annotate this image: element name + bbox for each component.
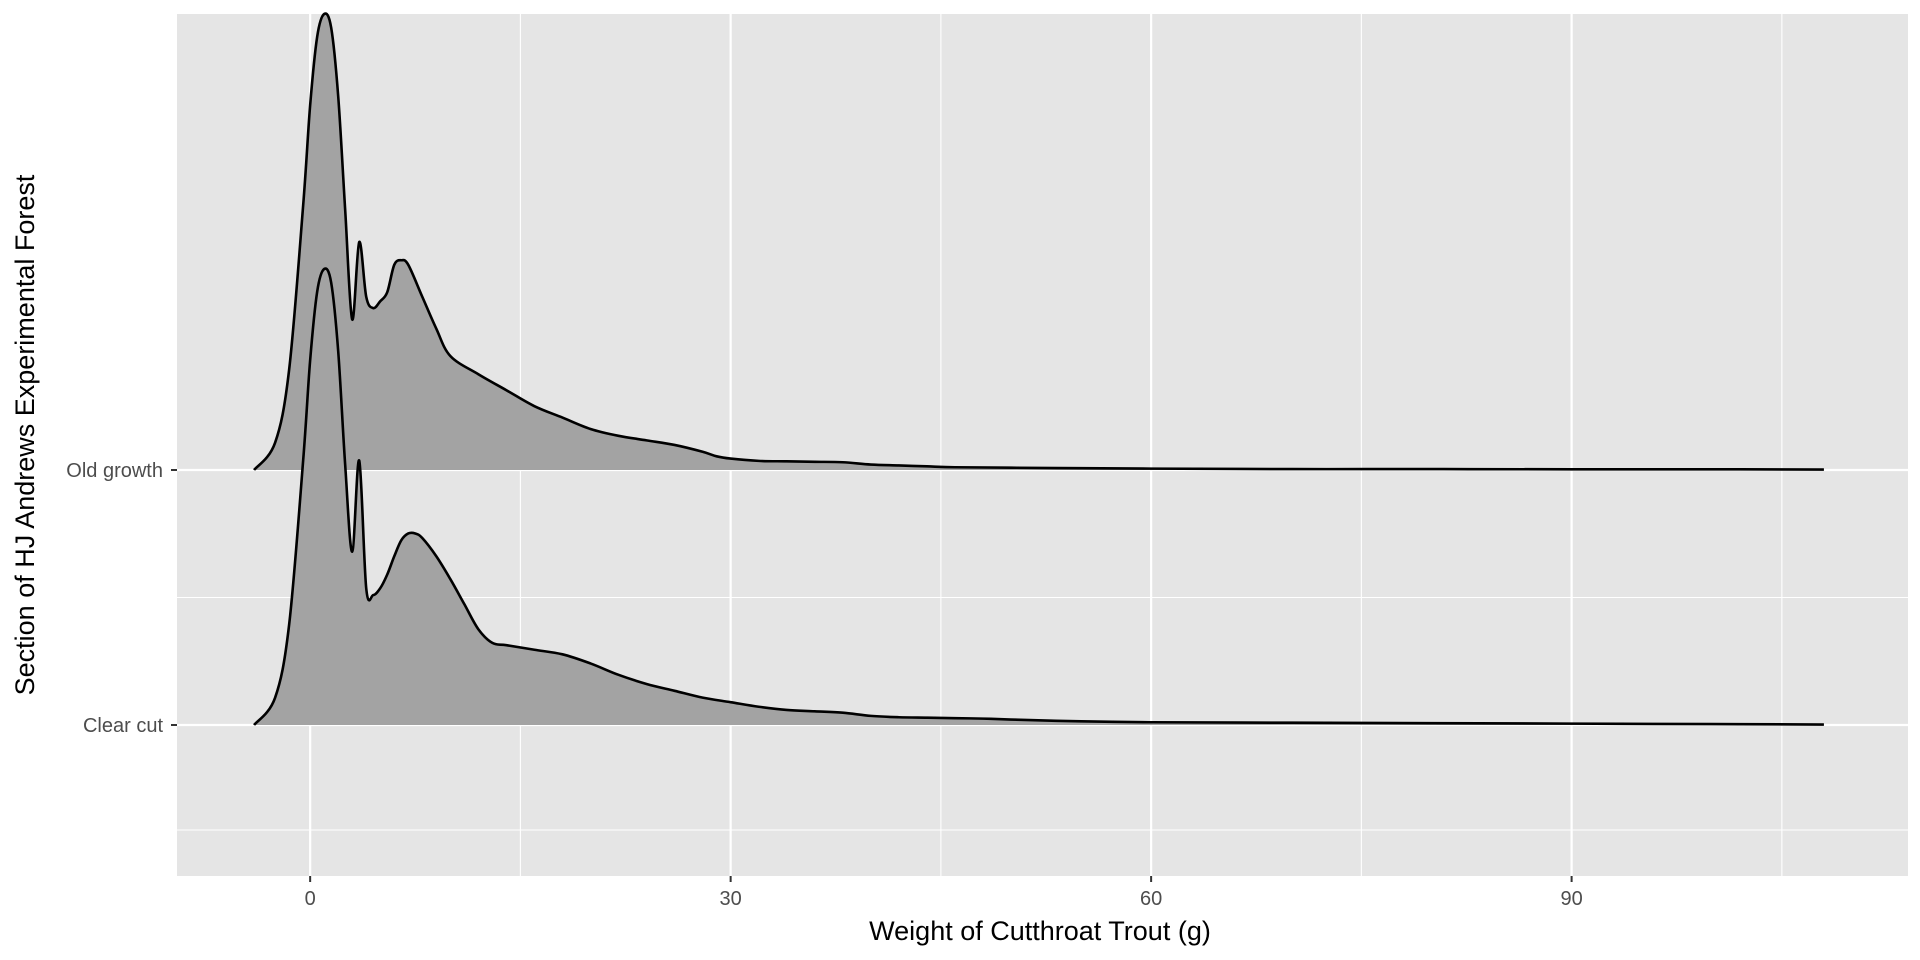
y-axis: Old growth Clear cut [66, 460, 177, 737]
ridge-outline [253, 267, 1824, 726]
x-tick-label: 60 [1140, 888, 1162, 910]
x-axis-title: Weight of Cutthroat Trout (g) [869, 916, 1211, 946]
ridge-clear-cut [253, 267, 1824, 726]
y-axis-title: Section of HJ Andrews Experimental Fores… [10, 174, 40, 695]
x-tick-label: 0 [305, 888, 316, 910]
y-tick-label: Clear cut [83, 715, 163, 737]
ridge-old-growth [253, 12, 1824, 471]
x-axis: 0 30 60 90 [305, 876, 1583, 910]
density-ridges [253, 12, 1824, 726]
y-tick-label: Old growth [66, 460, 163, 482]
ridge-fill [254, 13, 1824, 471]
ridge-fill [254, 268, 1824, 725]
x-tick-label: 90 [1560, 888, 1582, 910]
x-tick-label: 30 [720, 888, 742, 910]
ridge-outline [253, 12, 1824, 471]
